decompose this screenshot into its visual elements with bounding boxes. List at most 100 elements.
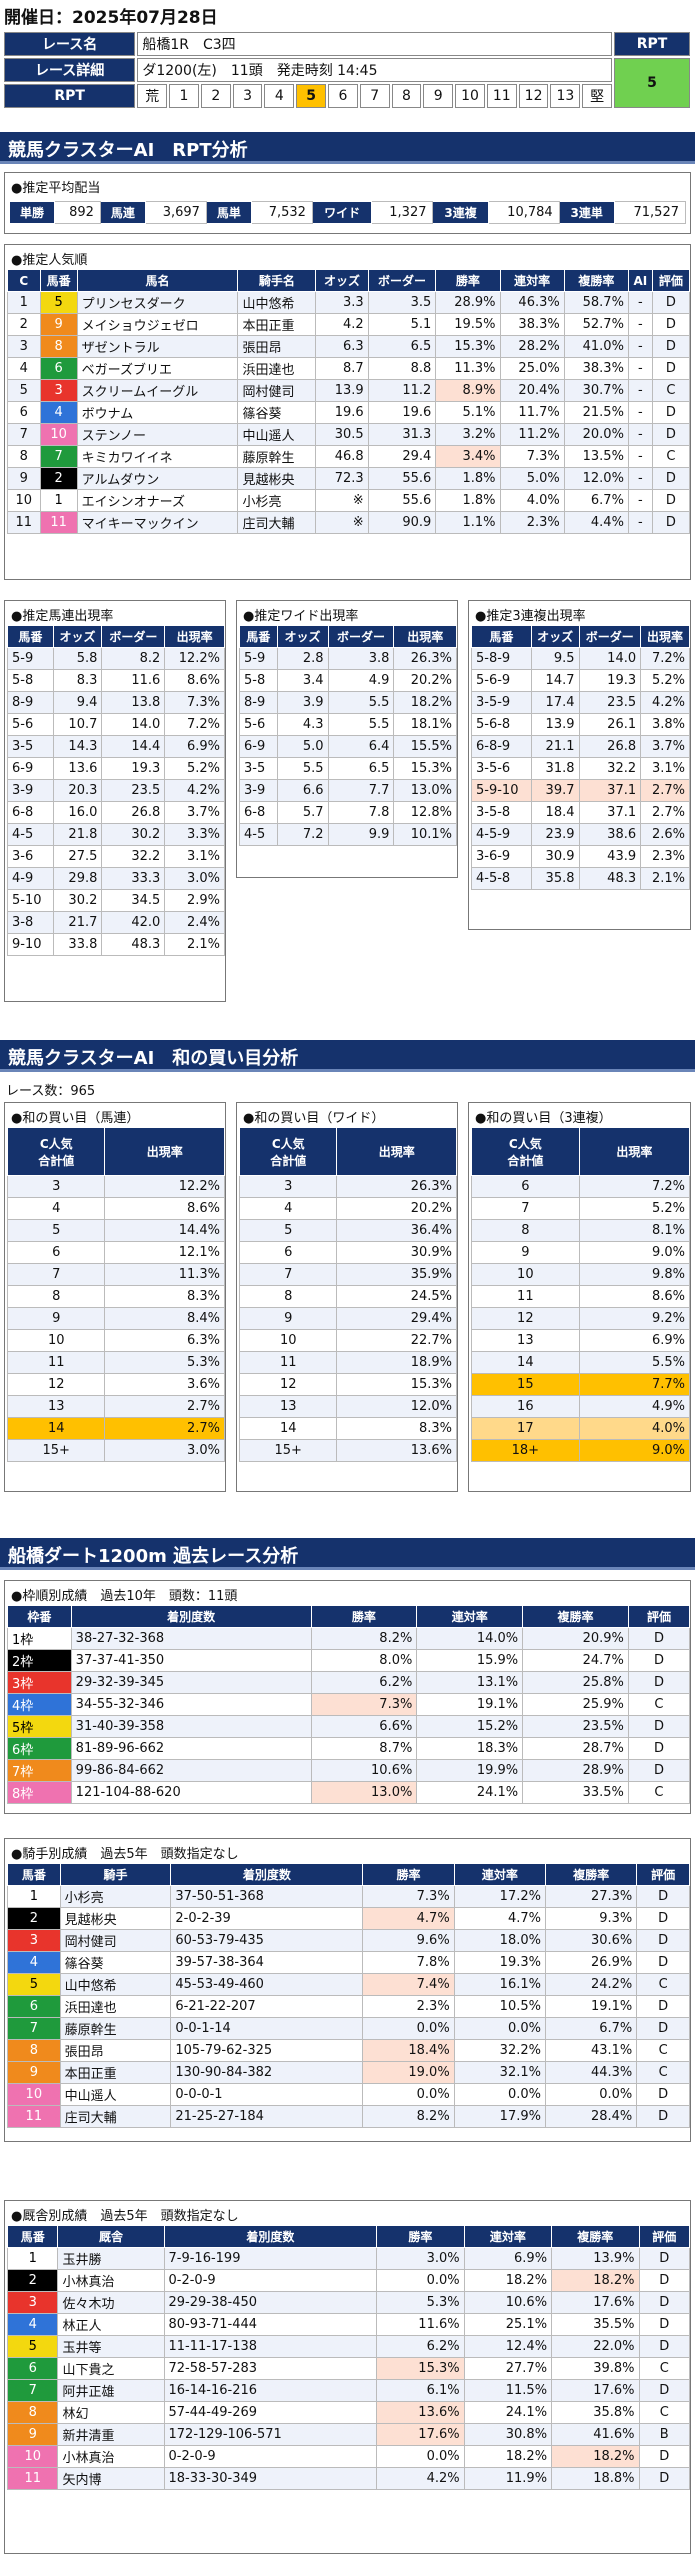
rpt-scale-cell: 荒 — [137, 84, 168, 108]
table-cell: 9.5 — [530, 647, 580, 670]
rpt-scale-cell: 12 — [518, 84, 549, 108]
table-row: 3 佐々木功 29-29-38-450 5.3% 10.6% 17.6% D — [6, 2291, 691, 2314]
table-row: 9 29.4% — [238, 1307, 457, 1330]
table-cell: 6.2% — [310, 1671, 418, 1694]
table-cell: 14 — [6, 1417, 106, 1440]
table-cell: 11.6 — [101, 669, 166, 692]
horse-number-cell: 4 — [6, 2313, 59, 2336]
table-row: 10 小林真治 0-2-0-9 0.0% 18.2% 18.2% D — [6, 2445, 691, 2468]
table-cell: 105-79-62-325 — [170, 2039, 364, 2062]
table-cell: ※ — [315, 489, 369, 512]
horse-number-cell: 7 — [39, 445, 78, 468]
table-row: 13 12.0% — [238, 1395, 457, 1418]
table-cell: 2.9% — [164, 889, 225, 912]
table-cell: 26.9% — [544, 1951, 638, 1974]
table-cell: D — [651, 291, 691, 314]
table-cell: 22.7% — [336, 1329, 457, 1352]
table-row: 4 篠谷葵 39-57-38-364 7.8% 19.3% 26.9% D — [7, 1951, 690, 1974]
table-cell: 5.2% — [164, 757, 225, 780]
horse-number-cell: 6 — [39, 357, 78, 380]
table-row: 9 8.4% — [6, 1307, 225, 1330]
table-cell: 8.7% — [310, 1737, 418, 1760]
table-row: 7枠 99-86-84-662 10.6% 19.9% 28.9% D — [7, 1759, 691, 1782]
table-cell: 0-2-0-9 — [163, 2445, 378, 2468]
table-cell: 11.2 — [367, 379, 437, 402]
table-cell: 15.9% — [416, 1649, 524, 1672]
table-cell: 19.3% — [453, 1951, 546, 1974]
table-cell: 9.2% — [578, 1307, 691, 1330]
table-row: 8 7 キミカワイイネ 藤原幹生 46.8 29.4 3.4% 7.3% 13.5% - C — [7, 445, 691, 468]
table-cell: 39.8% — [551, 2357, 640, 2380]
table-row: 5-9 2.8 3.8 26.3% — [239, 647, 457, 670]
table-cell: 28.2% — [499, 335, 565, 358]
table-row: 17 4.0% — [471, 1417, 691, 1440]
table-cell: 26.8 — [578, 735, 642, 758]
table-cell: 31.3 — [367, 423, 437, 446]
table-cell: 3 — [6, 1175, 106, 1198]
table-cell: 26.3% — [393, 647, 457, 670]
payout-label: 馬連 — [99, 201, 146, 224]
table-cell: 6 — [6, 1241, 106, 1264]
table-cell: 14.4% — [104, 1219, 225, 1242]
horse-number-cell: 5 — [39, 291, 78, 314]
table-row: 14 8.3% — [238, 1417, 457, 1440]
popularity-table: C 馬番 馬名 騎手名 オッズ ボーダー 勝率 連対率 複勝率 AI 評価 1 5 プリンセスダーク 山中悠… — [7, 269, 691, 534]
table-row: 3-6-9 30.9 43.9 2.3% — [471, 845, 690, 868]
table-cell: 12.0% — [563, 467, 629, 490]
horse-number-cell: 4 — [39, 401, 78, 424]
table-cell: 24.1% — [463, 2401, 553, 2424]
table-row: 3-5 14.3 14.4 6.9% — [7, 735, 225, 758]
table-cell: 11.5% — [463, 2379, 553, 2402]
column-header: 馬名 — [76, 269, 239, 292]
table-cell: - — [627, 313, 653, 336]
table-cell: 11 — [238, 1351, 338, 1374]
table-cell: 張田昂 — [59, 2039, 172, 2062]
table-cell: 15+ — [238, 1439, 338, 1462]
table-row: 5 3 スクリームイーグル 岡村健司 13.9 11.2 8.9% 20.4% 30.7% - C — [7, 379, 691, 402]
table-cell: 21.8 — [52, 823, 103, 846]
table-cell: 21.7 — [52, 911, 103, 934]
table-cell: 2.3% — [640, 845, 690, 868]
table-cell: 2.3% — [362, 1995, 455, 2018]
table-cell: D — [638, 2291, 691, 2314]
table-cell: 11 — [7, 511, 41, 534]
table-cell: 藤原幹生 — [237, 445, 317, 468]
payout-label: 馬単 — [205, 201, 252, 224]
table-cell: 13.0% — [393, 779, 457, 802]
table-cell: 16.0 — [52, 801, 103, 824]
table-cell: 5.2% — [578, 1197, 691, 1220]
table-cell: 30.5 — [315, 423, 369, 446]
table-cell: 2.6% — [640, 823, 690, 846]
table-row: 3-6 27.5 32.2 3.1% — [7, 845, 225, 868]
table-cell: D — [651, 401, 691, 424]
column-header: 出現率 — [578, 1127, 691, 1176]
table-cell: プリンセスダーク — [76, 291, 239, 314]
payout-table: 単勝 892 馬連 3,697 馬単 7,532 ワイド 1,327 3連複 10,784 3連単 7… — [9, 201, 687, 224]
table-cell: 3-5-6 — [471, 757, 532, 780]
race-name-value: 船橋1R C3四 — [137, 32, 613, 56]
table-row: 5-6 10.7 14.0 7.2% — [7, 713, 225, 736]
table-cell: 37.1 — [578, 779, 642, 802]
table-cell: 24.2% — [544, 1973, 638, 1996]
table-cell: 29.8 — [52, 867, 103, 890]
table-cell: 5-8 — [7, 669, 54, 692]
table-cell: 8.2% — [362, 2105, 455, 2128]
table-cell: 30.9% — [336, 1241, 457, 1264]
table-cell: 14.0 — [578, 647, 642, 670]
wide-title: ●推定ワイド出現率 — [243, 609, 359, 624]
table-row: 15+ 3.0% — [6, 1439, 225, 1462]
table-cell: 35.8% — [551, 2401, 640, 2424]
table-cell: アルムダウン — [76, 467, 239, 490]
table-cell: 7.7% — [578, 1373, 691, 1396]
table-cell: 7 — [6, 1263, 106, 1286]
table-cell: 10.1% — [393, 823, 457, 846]
umaren-table: 馬番 オッズ ボーダー 出現率 5-9 5.8 8.2 12.2% 5-8 8.3 11.6 8.6%… — [7, 625, 225, 956]
table-row: 5-6-9 14.7 19.3 5.2% — [471, 669, 690, 692]
table-cell: C — [636, 2039, 690, 2062]
table-cell: 3.8% — [640, 713, 690, 736]
table-cell: 22.0% — [551, 2335, 640, 2358]
rpt-scale-cell: 2 — [200, 84, 231, 108]
table-cell: D — [636, 1929, 690, 1952]
table-cell: D — [627, 1737, 691, 1760]
column-header: 着別度数 — [170, 1863, 364, 1886]
